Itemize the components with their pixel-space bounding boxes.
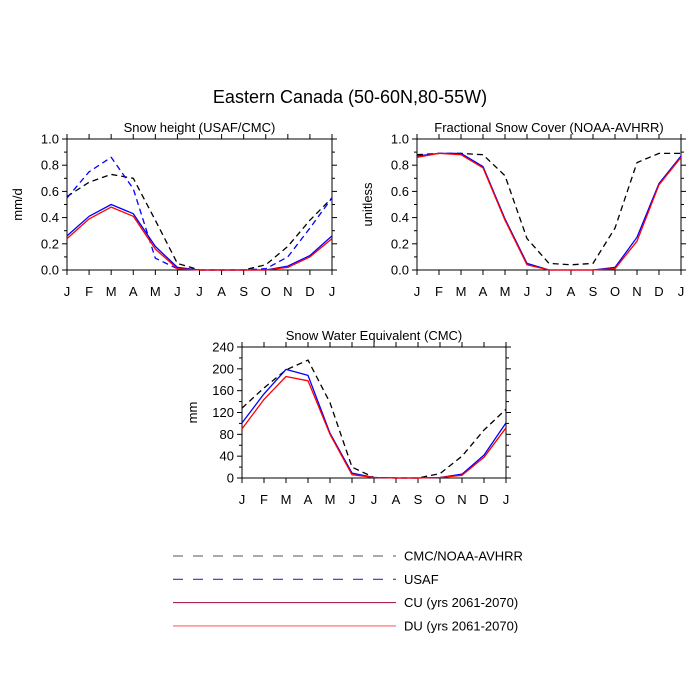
y-tick-label: 0.6 (41, 184, 59, 199)
x-tick-label: A (129, 284, 138, 299)
y-tick-label: 1.0 (41, 132, 59, 147)
y-tick-label: 160 (212, 383, 234, 398)
legend: CMC/NOAA-AVHRR USAF CU (yrs 2061-2070) DU (… (173, 549, 523, 633)
x-tick-label: J (414, 284, 421, 299)
y-tick-label: 0 (227, 471, 234, 486)
y-axis-label: mm/d (10, 188, 25, 221)
series-line-cmc-noaa-avhrr (416, 152, 681, 266)
y-tick-label: 200 (212, 361, 234, 376)
y-tick-label: 0.8 (41, 158, 59, 173)
plot-frame (416, 138, 682, 271)
panel-fractional-snow-cover: Fractional Snow Cover (NOAA-AVHRR) unitle… (360, 120, 686, 299)
x-tick-label: M (281, 492, 292, 507)
y-tick-label: 80 (220, 427, 234, 442)
y-tick-label: 0.4 (41, 210, 59, 225)
series-line-du-yrs-2061-2070 (416, 152, 682, 271)
legend-label-du-yrs-2061-2070: DU (yrs 2061-2070) (404, 618, 518, 633)
x-tick-label: O (261, 284, 271, 299)
x-tick-label: M (500, 284, 511, 299)
x-tick-label: O (435, 492, 445, 507)
series-line-du-yrs-2061-2070 (241, 375, 507, 479)
panel-title: Fractional Snow Cover (NOAA-AVHRR) (434, 120, 663, 135)
y-tick-label: 240 (212, 340, 234, 355)
x-tick-label: D (654, 284, 663, 299)
x-tick-label: N (457, 492, 466, 507)
y-tick-label: 120 (212, 405, 234, 420)
x-tick-label: S (589, 284, 598, 299)
legend-label-cmc-noaa-avhrr: CMC/NOAA-AVHRR (404, 549, 523, 564)
legend-label-usaf: USAF (404, 572, 439, 587)
x-tick-label: O (610, 284, 620, 299)
y-tick-label: 0.2 (391, 236, 409, 251)
x-tick-label: S (239, 284, 248, 299)
series-line-cu-yrs-2061-2070 (416, 152, 682, 271)
x-tick-label: M (325, 492, 336, 507)
x-tick-label: A (304, 492, 313, 507)
x-tick-label: J (239, 492, 246, 507)
x-tick-label: A (217, 284, 226, 299)
panel-title: Snow height (USAF/CMC) (124, 120, 276, 135)
x-tick-label: S (414, 492, 423, 507)
x-tick-label: N (283, 284, 292, 299)
x-tick-label: J (64, 284, 71, 299)
x-tick-label: J (329, 284, 336, 299)
y-tick-label: 0.8 (391, 158, 409, 173)
x-tick-label: F (435, 284, 443, 299)
x-tick-label: M (456, 284, 467, 299)
x-tick-label: A (479, 284, 488, 299)
y-tick-label: 0.4 (391, 210, 409, 225)
x-tick-label: M (150, 284, 161, 299)
plot-frame (66, 138, 333, 271)
y-tick-label: 1.0 (391, 132, 409, 147)
y-axis-label: unitless (360, 182, 375, 227)
x-tick-label: J (546, 284, 553, 299)
series-line-cmc-noaa-avhrr (241, 359, 507, 479)
x-tick-label: M (106, 284, 117, 299)
y-tick-label: 0.0 (41, 263, 59, 278)
series-line-usaf (66, 156, 333, 271)
x-tick-label: J (174, 284, 181, 299)
y-tick-label: 40 (220, 449, 234, 464)
legend-label-cu-yrs-2061-2070: CU (yrs 2061-2070) (404, 595, 518, 610)
x-tick-label: D (479, 492, 488, 507)
y-axis-label: mm (185, 402, 200, 424)
x-tick-label: J (678, 284, 685, 299)
figure-title: Eastern Canada (50-60N,80-55W) (213, 87, 487, 107)
x-tick-label: D (305, 284, 314, 299)
y-tick-label: 0.2 (41, 236, 59, 251)
x-tick-label: A (567, 284, 576, 299)
panel-snow-water-equivalent: Snow Water Equivalent (CMC) mm 0 40 80 120 160… (185, 328, 511, 507)
x-tick-label: F (85, 284, 93, 299)
x-tick-label: A (392, 492, 401, 507)
panel-snow-height: Snow height (USAF/CMC) mm/d 0.0 0.2 0.4 0.6 0.… (10, 120, 337, 299)
x-tick-label: J (371, 492, 378, 507)
x-tick-label: J (349, 492, 356, 507)
y-tick-label: 0.6 (391, 184, 409, 199)
series-line-du-yrs-2061-2070 (66, 206, 333, 271)
series-line-cu-yrs-2061-2070 (66, 203, 333, 271)
x-tick-label: F (260, 492, 268, 507)
series-line-cu-yrs-2061-2070 (241, 368, 507, 479)
x-tick-label: N (632, 284, 641, 299)
y-tick-label: 0.0 (391, 263, 409, 278)
x-tick-label: J (503, 492, 510, 507)
series-line-cmc-noaa-avhrr (66, 173, 333, 271)
panel-title: Snow Water Equivalent (CMC) (286, 328, 463, 343)
plot-frame (241, 346, 507, 479)
x-tick-label: J (524, 284, 531, 299)
x-tick-label: J (196, 284, 203, 299)
